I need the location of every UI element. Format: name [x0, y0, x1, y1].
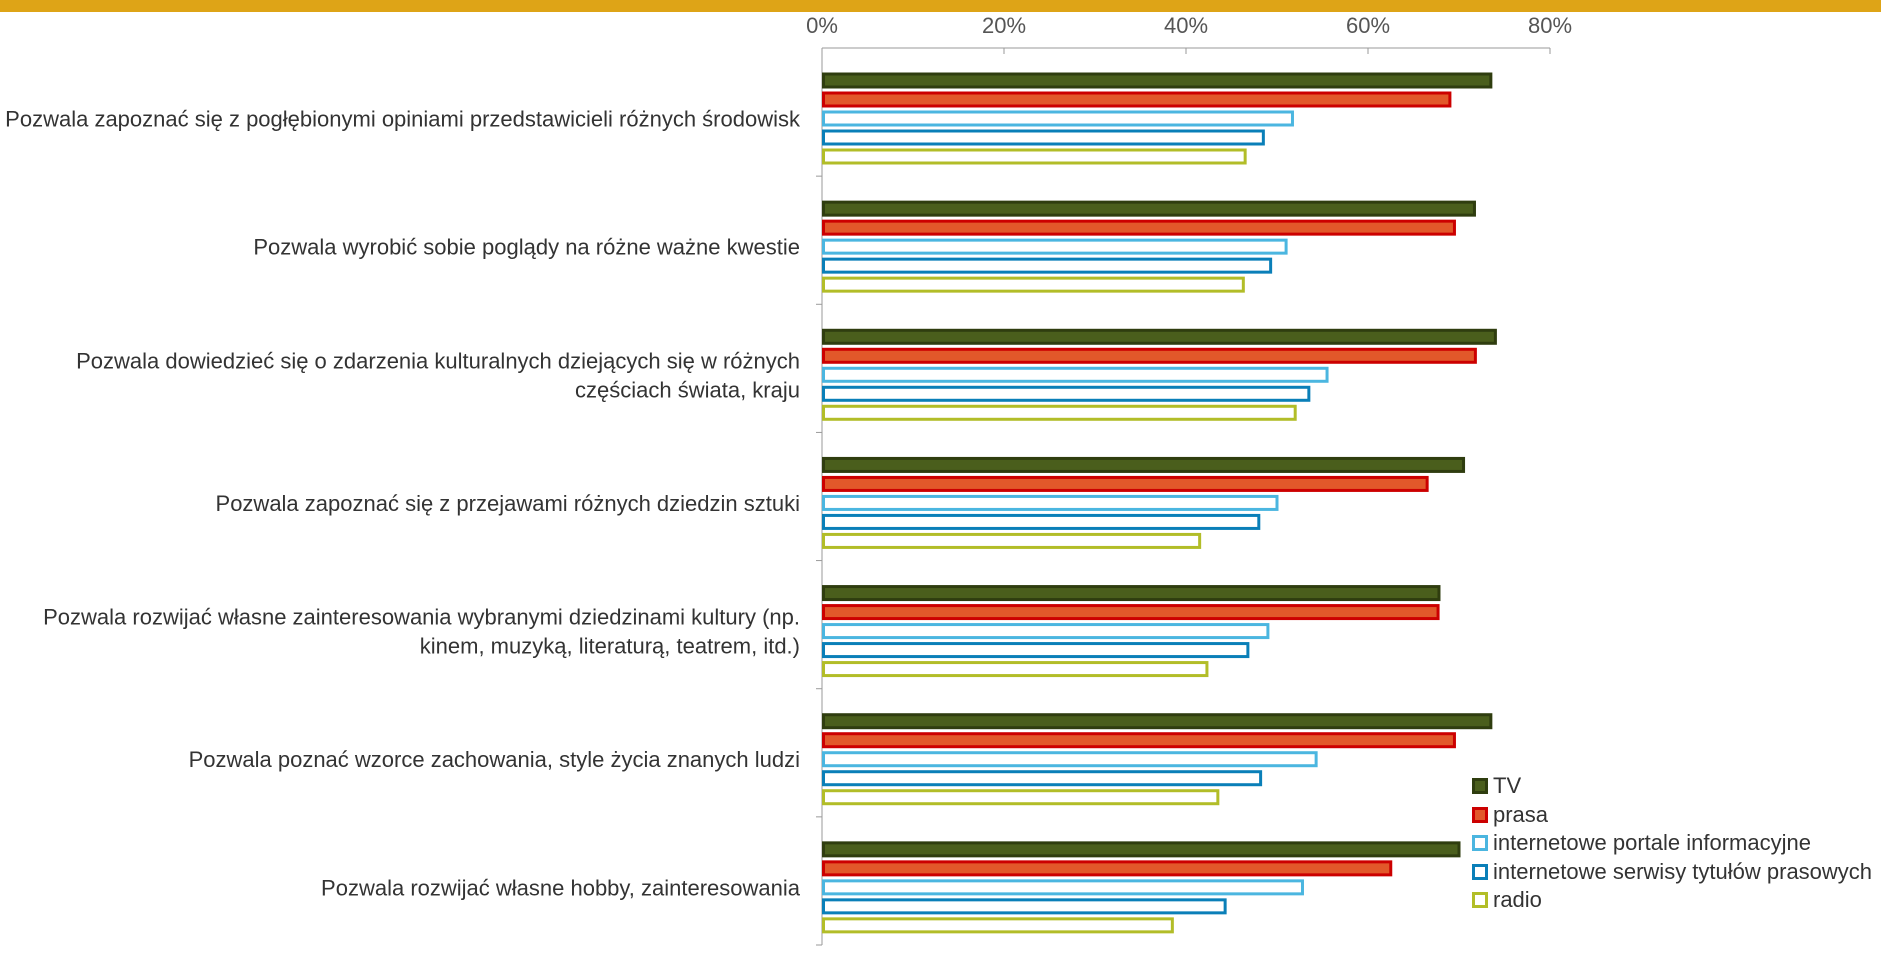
category-label: Pozwala rozwijać własne hobby, zainteres…: [321, 875, 801, 900]
bar-internetowe-portale-informacyjne-7: [822, 879, 1304, 896]
bar-radio-3: [822, 404, 1297, 421]
bar-prasa-4: [822, 475, 1429, 492]
category-label: częściach świata, kraju: [575, 377, 800, 402]
bar-internetowe-portale-informacyjne-6: [822, 751, 1318, 768]
bar-internetowe-serwisy-tytu-w-prasowych-7: [822, 898, 1227, 915]
bar-internetowe-serwisy-tytu-w-prasowych-3: [822, 385, 1311, 402]
bar-internetowe-portale-informacyjne-2: [822, 238, 1288, 255]
category-label: Pozwala poznać wzorce zachowania, style …: [189, 747, 800, 772]
bar-internetowe-serwisy-tytu-w-prasowych-6: [822, 770, 1263, 787]
x-tick-label: 40%: [1164, 13, 1208, 38]
bar-internetowe-portale-informacyjne-3: [822, 366, 1329, 383]
legend-swatch: [1472, 778, 1488, 795]
bar-prasa-3: [822, 347, 1477, 364]
bar-internetowe-serwisy-tytu-w-prasowych-4: [822, 513, 1261, 530]
bar-prasa-1: [822, 91, 1452, 108]
category-label: Pozwala dowiedzieć się o zdarzenia kultu…: [76, 348, 800, 373]
legend-swatch: [1472, 863, 1488, 880]
category-label: kinem, muzyką, literaturą, teatrem, itd.…: [420, 634, 800, 659]
bar-radio-4: [822, 532, 1202, 549]
legend-item: internetowe portale informacyjne: [1472, 829, 1872, 858]
bar-prasa-5: [822, 604, 1440, 621]
legend-item: TV: [1472, 772, 1872, 801]
bar-internetowe-portale-informacyjne-5: [822, 623, 1270, 640]
bar-internetowe-portale-informacyjne-4: [822, 494, 1279, 511]
legend-swatch: [1472, 835, 1488, 852]
legend-swatch: [1472, 806, 1488, 823]
bar-internetowe-portale-informacyjne-1: [822, 110, 1294, 127]
bar-tv-3: [822, 328, 1497, 345]
category-label: Pozwala rozwijać własne zainteresowania …: [43, 605, 800, 630]
bar-tv-1: [822, 72, 1493, 89]
category-label: Pozwala zapoznać się z pogłębionymi opin…: [5, 107, 801, 132]
bar-prasa-6: [822, 732, 1456, 749]
bar-tv-4: [822, 456, 1466, 473]
bar-prasa-2: [822, 219, 1456, 236]
bar-radio-6: [822, 789, 1220, 806]
bar-internetowe-serwisy-tytu-w-prasowych-1: [822, 129, 1265, 146]
bar-internetowe-serwisy-tytu-w-prasowych-2: [822, 257, 1273, 274]
legend-item: radio: [1472, 886, 1872, 915]
bar-tv-5: [822, 585, 1441, 602]
top-accent-band: [0, 0, 1881, 12]
legend-label: internetowe portale informacyjne: [1493, 830, 1811, 856]
legend-label: internetowe serwisy tytułów prasowych: [1493, 858, 1873, 884]
bar-radio-5: [822, 661, 1209, 678]
bar-tv-2: [822, 200, 1476, 217]
legend-label: radio: [1493, 887, 1542, 913]
bar-tv-7: [822, 841, 1461, 858]
legend-item: prasa: [1472, 801, 1872, 830]
legend-label: prasa: [1493, 801, 1549, 827]
x-tick-label: 0%: [806, 13, 838, 38]
bar-radio-1: [822, 148, 1247, 165]
bar-internetowe-serwisy-tytu-w-prasowych-5: [822, 642, 1250, 659]
bar-prasa-7: [822, 860, 1393, 877]
chart-labels: 0% 20% 40% 60% 80% Pozwala zapoznać się z pog…: [5, 13, 1572, 900]
bar-tv-6: [822, 713, 1493, 730]
legend-swatch: [1472, 892, 1488, 909]
chart-legend: TV prasa internetowe portale informacyjne i…: [1472, 772, 1872, 915]
bar-radio-7: [822, 917, 1174, 934]
x-tick-label: 80%: [1528, 13, 1572, 38]
category-label: Pozwala wyrobić sobie poglądy na różne w…: [253, 235, 800, 260]
bar-radio-2: [822, 276, 1245, 293]
x-tick-label: 20%: [982, 13, 1026, 38]
category-label: Pozwala zapoznać się z przejawami różnyc…: [216, 491, 800, 516]
x-tick-label: 60%: [1346, 13, 1390, 38]
chart-bars: [822, 72, 1497, 934]
legend-item: internetowe serwisy tytułów prasowych: [1472, 858, 1872, 887]
legend-label: TV: [1493, 773, 1522, 799]
